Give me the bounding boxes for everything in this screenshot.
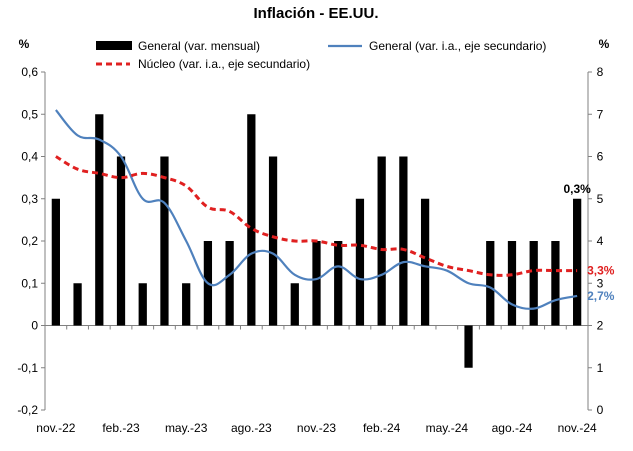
- bar-series-monthly: [51, 114, 582, 368]
- y-right-tick-label: 8: [597, 65, 604, 79]
- bar-monthly-2024-04: [420, 198, 430, 326]
- legend: General (var. mensual) General (var. i.a…: [96, 39, 546, 71]
- line-series: [55, 109, 578, 310]
- x-tick-label: may.-24: [426, 421, 469, 435]
- y-left-tick-label: 0,6: [21, 65, 38, 79]
- x-tick-label: nov.-22: [36, 421, 75, 435]
- x-tick-label: may.-23: [165, 421, 208, 435]
- y-right-tick-label: 4: [597, 234, 604, 248]
- y-right-tick-label: 0: [597, 403, 604, 417]
- chart-title: Inflación - EE.UU.: [253, 5, 378, 22]
- bar-monthly-2023-03: [138, 283, 147, 326]
- bar-monthly-2023-05: [182, 283, 191, 326]
- x-tick-label: feb.-23: [102, 421, 140, 435]
- y-right-tick-label: 3: [597, 276, 604, 290]
- legend-label-core: Núcleo (var. i.a., eje secundario): [138, 57, 310, 71]
- data-label-1: 3,3%: [587, 264, 615, 278]
- axes: 0,60,50,40,30,20,10-0,1-0,2876543210nov.…: [17, 65, 603, 435]
- data-label-0: 0,3%: [563, 182, 591, 196]
- line-core-yoy: [55, 155, 578, 277]
- x-tick-label: nov.-24: [558, 421, 597, 435]
- bar-monthly-2023-12: [334, 241, 343, 326]
- y-left-tick-label: -0,2: [17, 403, 38, 417]
- y-right-unit: %: [599, 37, 610, 51]
- data-label-2: 2,7%: [587, 289, 615, 303]
- line-headline-yoy: [55, 109, 578, 310]
- y-right-tick-label: 5: [597, 192, 604, 206]
- bar-monthly-2024-06: [464, 325, 473, 368]
- bar-monthly-2022-11: [51, 198, 60, 326]
- bar-monthly-2024-09: [529, 241, 538, 326]
- y-right-tick-label: 6: [597, 150, 604, 164]
- bar-monthly-2023-09: [268, 156, 278, 326]
- bar-monthly-2023-01: [95, 114, 104, 326]
- bar-monthly-2023-10: [290, 283, 299, 326]
- bar-monthly-2022-12: [73, 283, 82, 326]
- legend-swatch-monthly-bar: [96, 41, 132, 50]
- x-tick-label: feb.-24: [363, 421, 401, 435]
- legend-label-monthly: General (var. mensual): [138, 39, 260, 53]
- bar-monthly-2023-04: [160, 156, 169, 326]
- y-left-tick-label: 0,5: [21, 107, 38, 121]
- bar-monthly-2024-08: [507, 241, 517, 326]
- y-right-tick-label: 7: [597, 107, 604, 121]
- bar-monthly-2024-11: [573, 198, 582, 326]
- y-right-tick-label: 1: [597, 361, 604, 375]
- y-left-tick-label: 0,4: [21, 150, 38, 164]
- x-tick-label: ago.-24: [492, 421, 533, 435]
- y-right-tick-label: 2: [597, 319, 604, 333]
- bar-monthly-2024-03: [399, 156, 408, 326]
- y-left-tick-label: 0,1: [21, 276, 38, 290]
- bar-monthly-2023-08: [247, 114, 256, 326]
- data-labels: 0,3% 3,3% 2,7%: [563, 182, 614, 303]
- y-left-tick-label: 0,3: [21, 192, 38, 206]
- bar-monthly-2023-02: [116, 156, 126, 326]
- bar-monthly-2024-02: [377, 156, 386, 326]
- legend-label-headline: General (var. i.a., eje secundario): [369, 39, 546, 53]
- y-left-tick-label: 0: [31, 319, 38, 333]
- x-tick-label: ago.-23: [231, 421, 272, 435]
- bar-monthly-2024-10: [551, 241, 560, 326]
- y-left-tick-label: -0,1: [17, 361, 38, 375]
- y-left-tick-label: 0,2: [21, 234, 38, 248]
- bar-monthly-2023-07: [225, 241, 234, 326]
- bar-monthly-2024-07: [486, 241, 495, 326]
- bar-monthly-2023-11: [312, 241, 321, 326]
- y-left-unit: %: [19, 37, 30, 51]
- x-tick-label: nov.-23: [297, 421, 336, 435]
- bar-monthly-2024-01: [355, 198, 365, 326]
